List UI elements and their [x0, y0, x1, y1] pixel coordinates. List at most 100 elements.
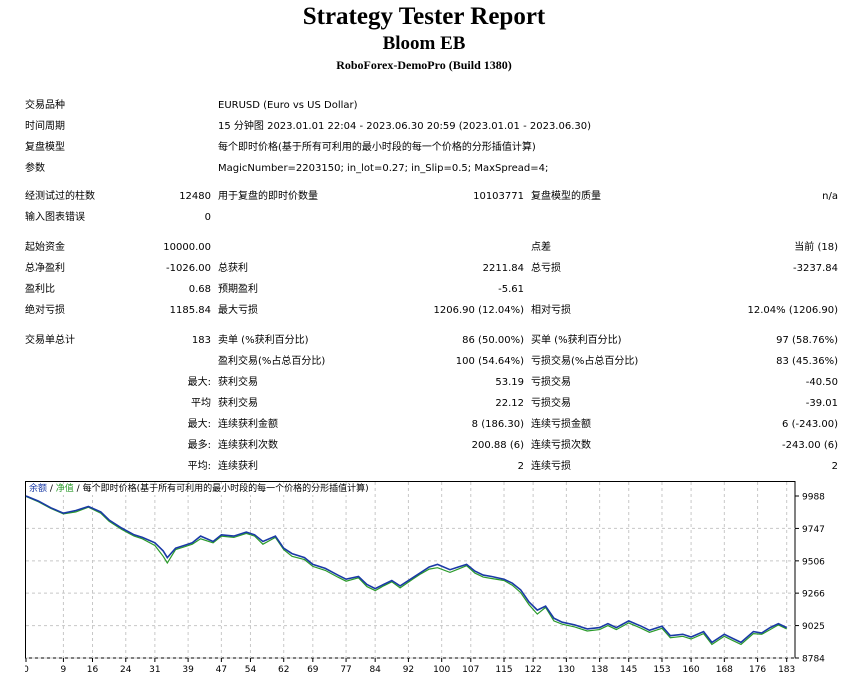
x-tick-label: 183: [778, 665, 795, 675]
max-cons-losses-value: 6 (-243.00): [782, 419, 838, 430]
x-tick-label: 62: [278, 665, 289, 675]
maximal-label: 最多:: [187, 440, 211, 451]
average-cons-label: 平均:: [187, 461, 211, 472]
max-drawdown-label: 最大亏损: [218, 305, 258, 316]
ticks-label: 用于复盘的即时价数量: [218, 191, 318, 202]
balance-line: [25, 495, 788, 644]
quality-label: 复盘模型的质量: [531, 191, 601, 202]
balance-chart: 9988 9747 9506 9266 9025 8784 0 9 16 24 31 39 47 54 62…: [25, 481, 848, 678]
legend-equity: 净值: [55, 484, 74, 494]
gross-profit-value: 2211.84: [482, 263, 524, 274]
symbol-value: EURUSD (Euro vs US Dollar): [218, 100, 358, 111]
gross-loss-value: -3237.84: [793, 263, 838, 274]
total-trades-label: 交易单总计: [25, 335, 75, 346]
legend-balance: 余额: [29, 484, 48, 494]
errors-value: 0: [204, 212, 211, 223]
max-cons-wins-label: 连续获利金额: [218, 419, 278, 430]
balance-chart-svg: 9988 9747 9506 9266 9025 8784 0 9 16 24 31 39 47 54 62…: [25, 481, 825, 675]
x-tick-label: 77: [340, 665, 351, 675]
x-tick-label: 130: [558, 665, 575, 675]
x-tick-label: 0: [25, 665, 29, 675]
largest-loss-value: -40.50: [805, 377, 838, 388]
gross-profit-label: 总获利: [218, 263, 248, 274]
payoff-value: -5.61: [498, 284, 524, 295]
average-label: 平均: [191, 398, 211, 409]
max-drawdown-value: 1206.90 (12.04%): [433, 305, 524, 316]
y-tick-label: 9988: [802, 493, 825, 503]
y-tick-label: 8784: [802, 655, 825, 665]
payoff-label: 预期盈利: [218, 284, 258, 295]
avg-profit-label: 获利交易: [218, 398, 258, 409]
equity-line: [25, 495, 787, 646]
symbol-label: 交易品种: [25, 100, 65, 111]
period-value: 15 分钟图 2023.01.01 22:04 - 2023.06.30 20:…: [218, 121, 592, 132]
profit-trades-value: 100 (54.64%): [455, 356, 524, 367]
x-tick-label: 54: [245, 665, 257, 675]
errors-label: 输入图表错误: [25, 212, 85, 223]
largest-profit-label: 获利交易: [218, 377, 258, 388]
x-tick-label: 138: [591, 665, 608, 675]
chart-legend: 余额 / 净值 / 每个即时价格(基于所有可利用的最小时段的每一个价格的分形插值…: [29, 484, 369, 495]
max-cons-losses-label: 连续亏损金额: [531, 419, 591, 430]
x-tick-label: 16: [87, 665, 99, 675]
loss-trades-label: 亏损交易(%占总百分比): [531, 356, 639, 367]
deposit-value: 10000.00: [163, 242, 211, 253]
abs-drawdown-value: 1185.84: [169, 305, 211, 316]
spread-value: 当前 (18): [794, 242, 838, 253]
max-cons-loss-value: -243.00 (6): [782, 440, 838, 451]
avg-cons-wins-label: 连续获利: [218, 461, 258, 472]
short-positions-label: 卖单 (%获利百分比): [218, 335, 309, 346]
avg-cons-losses-label: 连续亏损: [531, 461, 571, 472]
abs-drawdown-label: 绝对亏损: [25, 305, 65, 316]
x-tick-label: 92: [403, 665, 414, 675]
loss-trades-value: 83 (45.36%): [776, 356, 838, 367]
max-cons-wins-value: 8 (186.30): [471, 419, 524, 430]
x-tick-label: 69: [307, 665, 319, 675]
server-name: RoboForex-DemoPro (Build 1380): [336, 58, 512, 72]
x-tick-label: 24: [120, 665, 132, 675]
params-label: 参数: [25, 163, 45, 174]
max-cons-loss-label: 连续亏损次数: [531, 440, 591, 451]
gross-loss-label: 总亏损: [531, 263, 561, 274]
model-label: 复盘模型: [25, 142, 65, 153]
y-tick-label: 9266: [802, 590, 825, 600]
deposit-label: 起始资金: [25, 242, 65, 253]
x-tick-label: 107: [462, 665, 479, 675]
net-profit-value: -1026.00: [166, 263, 211, 274]
x-tick-label: 115: [495, 665, 512, 675]
bars-value: 12480: [179, 191, 211, 202]
x-tick-label: 9: [61, 665, 67, 675]
long-positions-label: 买单 (%获利百分比): [531, 335, 622, 346]
largest-loss-label: 亏损交易: [531, 377, 571, 388]
y-tick-label: 9747: [802, 525, 825, 535]
avg-loss-label: 亏损交易: [531, 398, 571, 409]
x-tick-label: 31: [149, 665, 160, 675]
legend-model: 每个即时价格(基于所有可利用的最小时段的每一个价格的分形插值计算): [82, 484, 369, 494]
expert-name: Bloom EB: [382, 33, 466, 54]
profit-factor-label: 盈利比: [25, 284, 55, 295]
x-tick-label: 176: [749, 665, 766, 675]
legend-sep-2: /: [73, 484, 83, 494]
x-tick-label: 84: [369, 665, 381, 675]
params-value: MagicNumber=2203150; in_lot=0.27; in_Sli…: [218, 163, 549, 174]
x-tick-label: 160: [682, 665, 699, 675]
x-tick-label: 153: [653, 665, 670, 675]
largest-profit-value: 53.19: [495, 377, 524, 388]
avg-profit-value: 22.12: [495, 398, 524, 409]
chart-frame: [25, 481, 796, 659]
spread-label: 点差: [531, 242, 551, 253]
largest-label: 最大:: [187, 377, 211, 388]
report-title: Strategy Tester Report: [302, 3, 546, 30]
x-tick-label: 47: [216, 665, 227, 675]
profit-factor-value: 0.68: [188, 284, 211, 295]
ticks-value: 10103771: [473, 191, 524, 202]
x-tick-label: 100: [433, 665, 450, 675]
x-tick-label: 39: [182, 665, 194, 675]
period-label: 时间周期: [25, 121, 65, 132]
y-tick-label: 9506: [802, 557, 825, 567]
short-positions-value: 86 (50.00%): [462, 335, 524, 346]
net-profit-label: 总净盈利: [25, 263, 65, 274]
y-tick-label: 9025: [802, 622, 825, 632]
profit-trades-label: 盈利交易(%占总百分比): [218, 356, 326, 367]
model-value: 每个即时价格(基于所有可利用的最小时段的每一个价格的分形插值计算): [218, 142, 536, 153]
